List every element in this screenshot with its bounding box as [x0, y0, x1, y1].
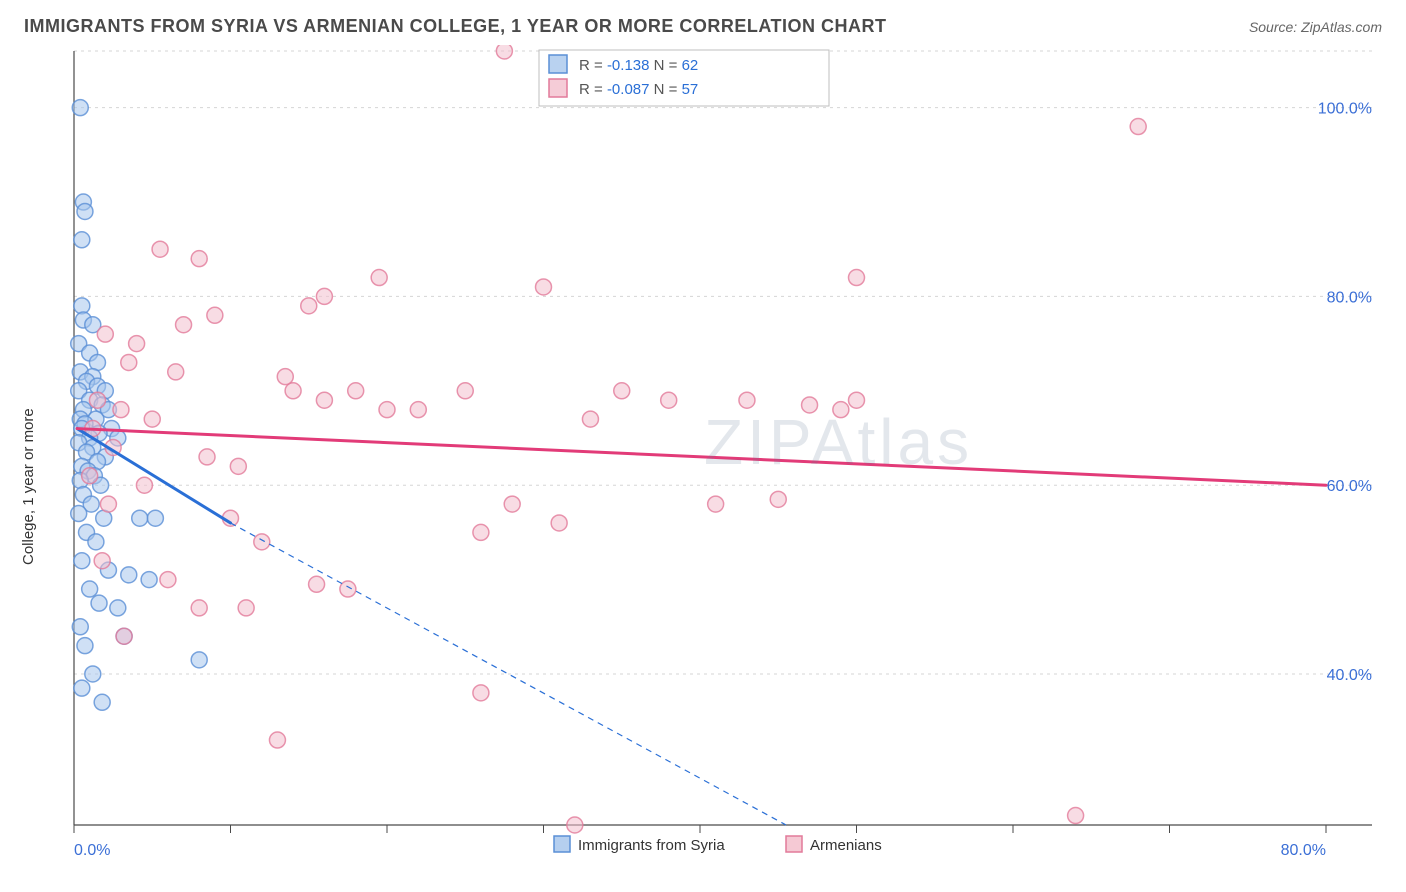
data-point-armenians [614, 383, 630, 399]
data-point-syria [72, 100, 88, 116]
data-point-armenians [94, 553, 110, 569]
data-point-armenians [833, 402, 849, 418]
data-point-armenians [849, 392, 865, 408]
stats-swatch-syria [549, 55, 567, 73]
chart-header: IMMIGRANTS FROM SYRIA VS ARMENIAN COLLEG… [0, 0, 1406, 45]
data-point-syria [74, 553, 90, 569]
data-point-armenians [168, 364, 184, 380]
data-point-armenians [551, 515, 567, 531]
data-point-armenians [176, 317, 192, 333]
data-point-armenians [457, 383, 473, 399]
data-point-syria [141, 572, 157, 588]
data-point-armenians [1130, 119, 1146, 135]
data-point-armenians [89, 392, 105, 408]
data-point-armenians [504, 496, 520, 512]
data-point-armenians [191, 600, 207, 616]
data-point-armenians [238, 600, 254, 616]
data-point-armenians [410, 402, 426, 418]
data-point-syria [91, 595, 107, 611]
chart-source: Source: ZipAtlas.com [1249, 19, 1382, 35]
y-tick-label: 40.0% [1327, 667, 1372, 684]
data-point-syria [77, 203, 93, 219]
data-point-armenians [129, 336, 145, 352]
data-point-syria [88, 534, 104, 550]
data-point-syria [77, 638, 93, 654]
data-point-syria [147, 510, 163, 526]
data-point-armenians [82, 468, 98, 484]
data-point-syria [132, 510, 148, 526]
data-point-armenians [144, 411, 160, 427]
legend-label-syria: Immigrants from Syria [578, 837, 725, 854]
source-prefix: Source: [1249, 19, 1301, 35]
data-point-armenians [496, 45, 512, 59]
data-point-armenians [269, 732, 285, 748]
data-point-armenians [116, 628, 132, 644]
chart-area: College, 1 year or more ZIPAtlas 0.0%80.… [24, 45, 1382, 865]
data-point-armenians [191, 251, 207, 267]
source-name: ZipAtlas.com [1301, 19, 1382, 35]
chart-title: IMMIGRANTS FROM SYRIA VS ARMENIAN COLLEG… [24, 16, 887, 37]
data-point-armenians [536, 279, 552, 295]
data-point-armenians [113, 402, 129, 418]
data-point-syria [71, 506, 87, 522]
y-axis-title: College, 1 year or more [20, 408, 37, 565]
data-point-armenians [739, 392, 755, 408]
data-point-armenians [770, 491, 786, 507]
trendline-armenians [77, 429, 1326, 486]
data-point-armenians [152, 241, 168, 257]
data-point-armenians [379, 402, 395, 418]
data-point-syria [110, 600, 126, 616]
data-point-armenians [371, 270, 387, 286]
legend-label-armenians: Armenians [810, 837, 882, 854]
data-point-armenians [97, 326, 113, 342]
data-point-armenians [301, 298, 317, 314]
data-point-armenians [199, 449, 215, 465]
data-point-armenians [316, 392, 332, 408]
y-tick-label: 80.0% [1327, 289, 1372, 306]
data-point-armenians [100, 496, 116, 512]
x-tick-label: 80.0% [1281, 842, 1326, 859]
legend-swatch-syria [554, 836, 570, 852]
y-tick-label: 100.0% [1318, 101, 1372, 118]
data-point-armenians [473, 524, 489, 540]
y-tick-label: 60.0% [1327, 478, 1372, 495]
stats-row-syria: R = -0.138 N = 62 [579, 57, 698, 74]
data-point-armenians [121, 354, 137, 370]
data-point-armenians [849, 270, 865, 286]
data-point-armenians [230, 458, 246, 474]
x-tick-label: 0.0% [74, 842, 110, 859]
data-point-armenians [277, 369, 293, 385]
data-point-syria [85, 666, 101, 682]
data-point-syria [74, 232, 90, 248]
data-point-armenians [309, 576, 325, 592]
data-point-armenians [340, 581, 356, 597]
data-point-armenians [1068, 808, 1084, 824]
data-point-armenians [708, 496, 724, 512]
data-point-armenians [285, 383, 301, 399]
legend-swatch-armenians [786, 836, 802, 852]
data-point-syria [74, 680, 90, 696]
data-point-syria [82, 581, 98, 597]
data-point-syria [72, 619, 88, 635]
data-point-armenians [160, 572, 176, 588]
stats-swatch-armenians [549, 79, 567, 97]
data-point-armenians [348, 383, 364, 399]
data-point-armenians [582, 411, 598, 427]
data-point-syria [94, 694, 110, 710]
data-point-armenians [802, 397, 818, 413]
data-point-armenians [136, 477, 152, 493]
scatter-chart: 0.0% 80.0% 40.0% 60.0% 80.0% 100.0% R = -0.138… [24, 45, 1382, 865]
data-point-armenians [207, 307, 223, 323]
data-point-armenians [473, 685, 489, 701]
data-point-armenians [316, 288, 332, 304]
stats-row-armenians: R = -0.087 N = 57 [579, 81, 698, 98]
data-point-syria [191, 652, 207, 668]
data-point-armenians [567, 817, 583, 833]
data-point-armenians [254, 534, 270, 550]
data-point-syria [121, 567, 137, 583]
data-point-armenians [661, 392, 677, 408]
